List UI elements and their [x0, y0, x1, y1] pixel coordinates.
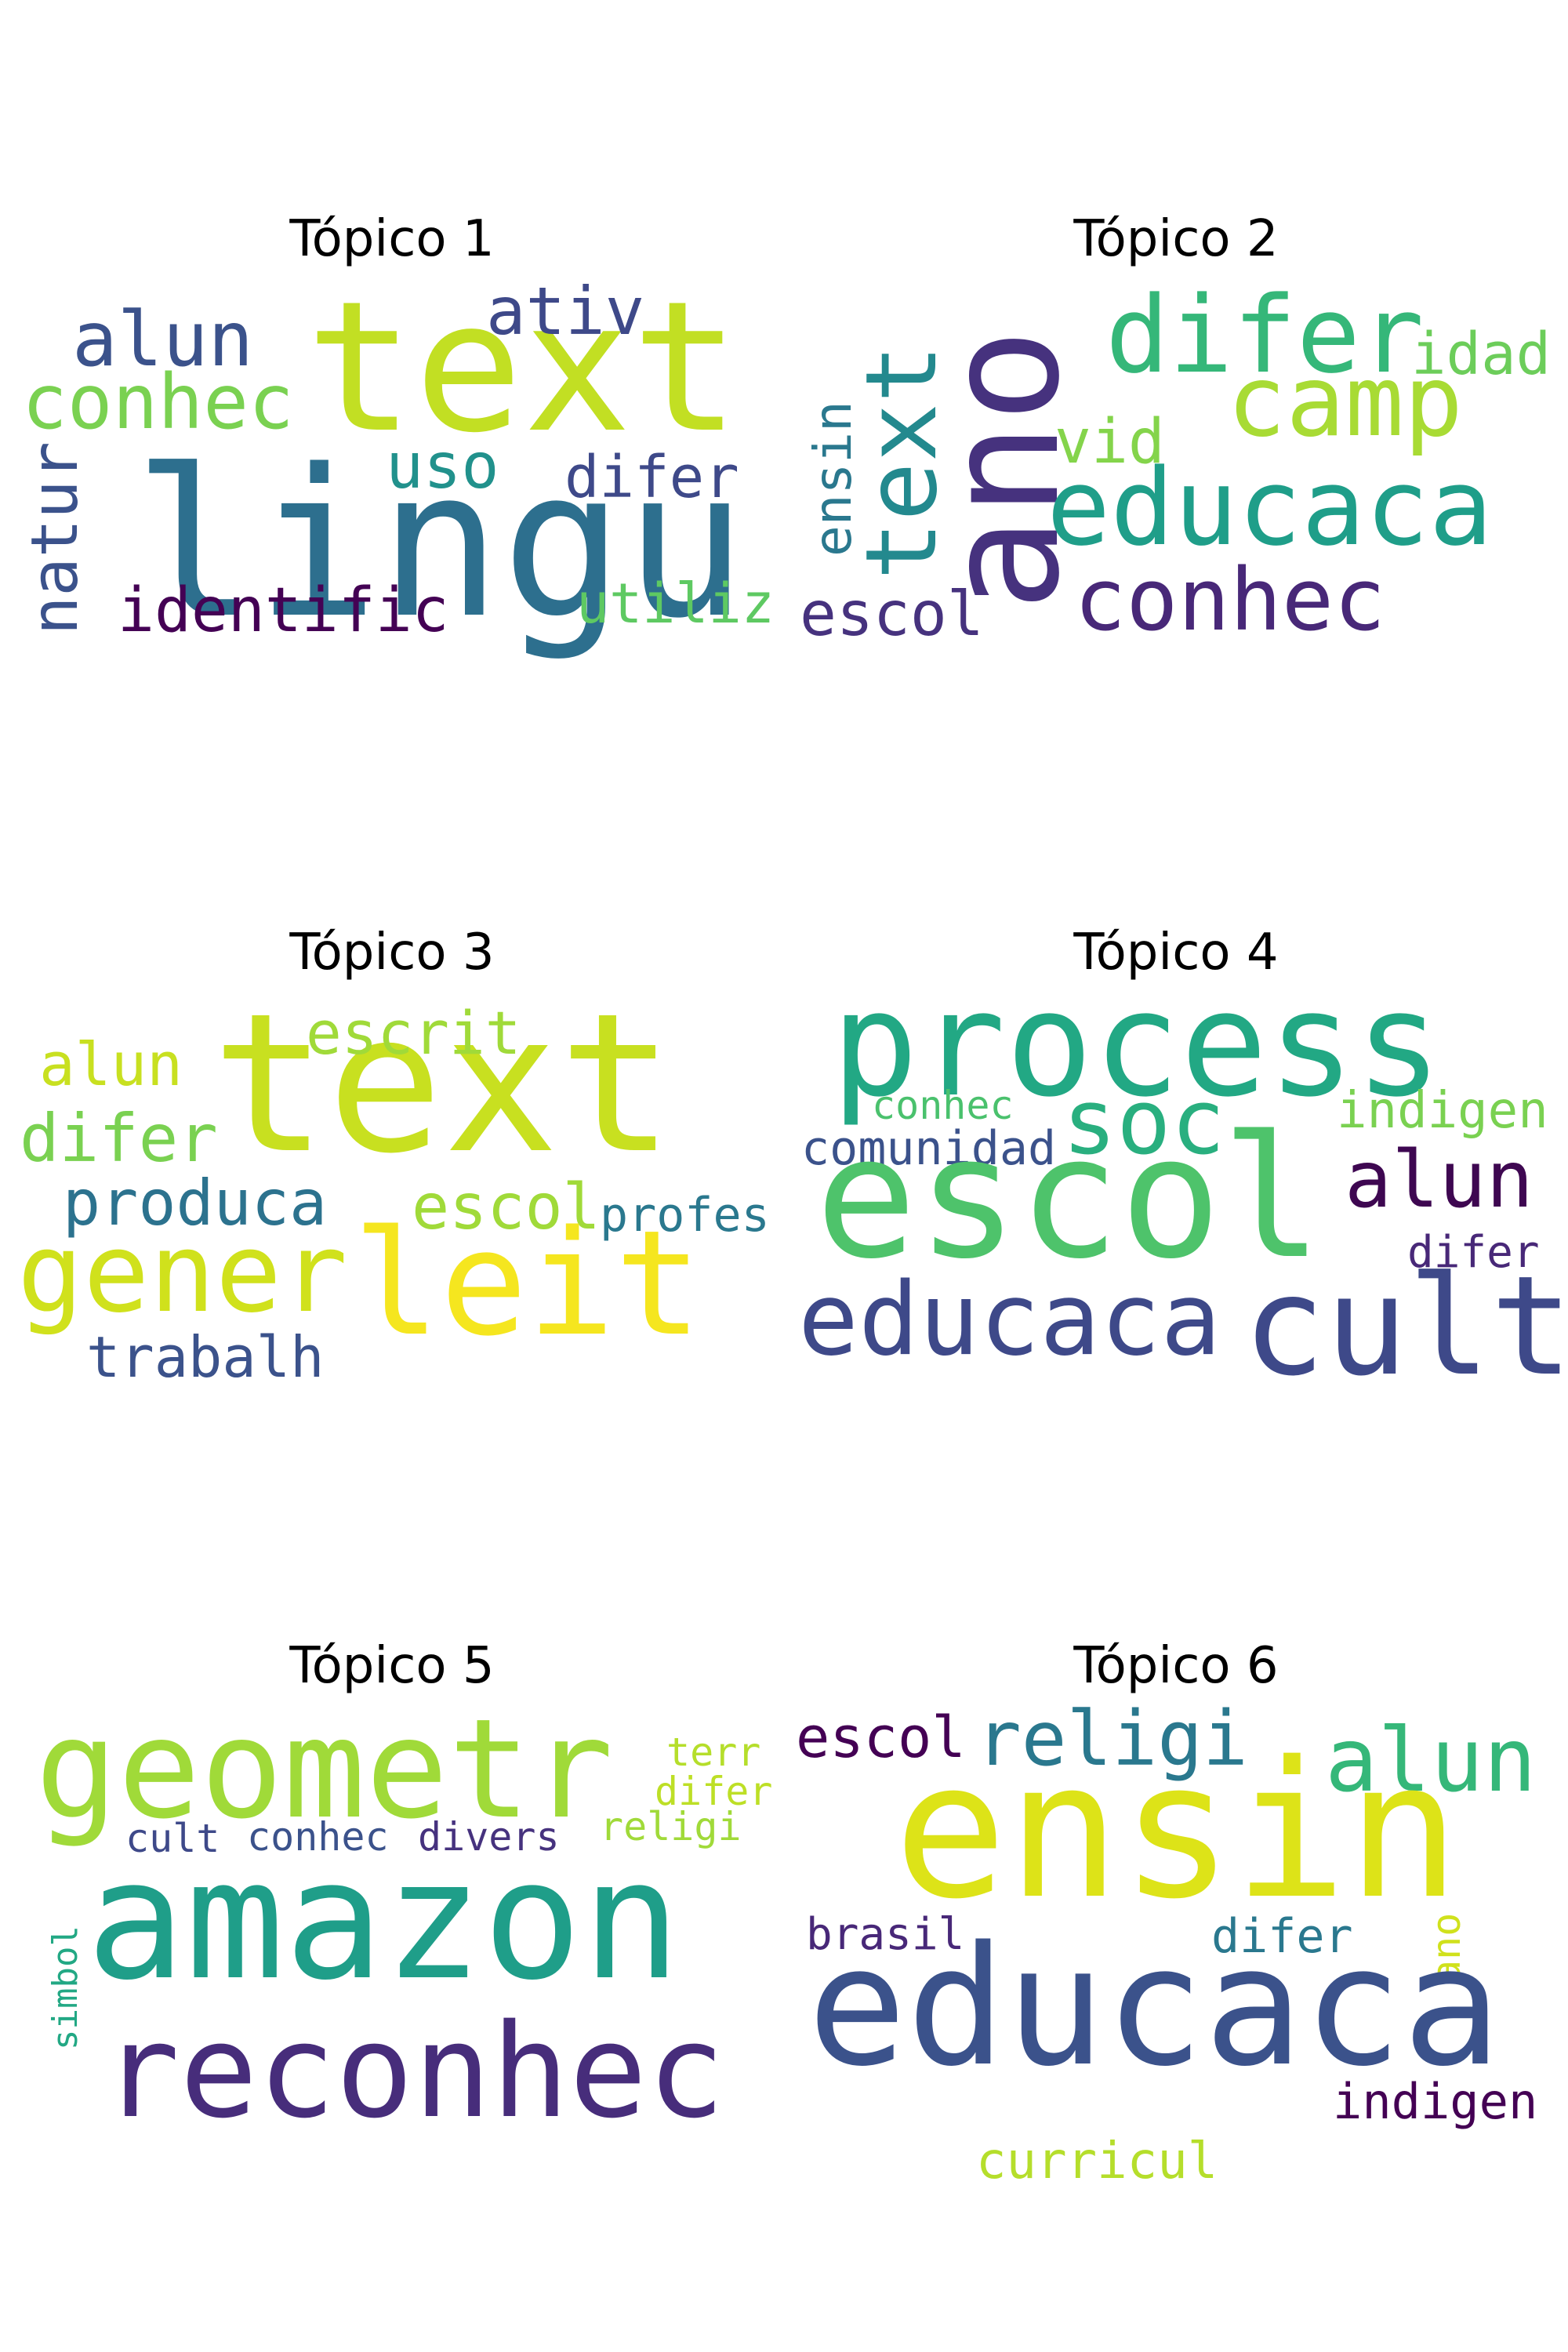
word: conhec — [872, 1083, 1014, 1128]
word: curricul — [976, 2132, 1218, 2190]
wordcloud-panel-topic-1: Tópico 1 text lingu alun ativ conhec uso… — [0, 204, 784, 690]
word: divers — [418, 1814, 560, 1860]
word: conhec — [247, 1814, 389, 1860]
word: profes — [600, 1188, 770, 1243]
word: leit — [353, 1199, 702, 1368]
word: escol — [815, 1099, 1323, 1296]
word: difer — [1105, 274, 1425, 397]
panel-title: Tópico 4 — [1073, 924, 1279, 982]
word: idad — [1411, 321, 1552, 388]
word: natur — [18, 441, 93, 635]
word: utiliz — [576, 572, 775, 636]
word: cult — [125, 1816, 220, 1861]
word: vid — [1054, 407, 1165, 477]
word: terr — [666, 1730, 761, 1775]
word: identific — [118, 575, 449, 646]
word: indigen — [1337, 1082, 1548, 1140]
word: religi — [976, 1695, 1248, 1783]
word: alun — [39, 1029, 183, 1099]
word-cloud: text lingu alun ativ conhec uso difer na… — [0, 274, 784, 690]
word: escrit — [306, 998, 521, 1068]
wordcloud-panel-topic-2: Tópico 2 ano text ensin difer idad camp … — [784, 204, 1568, 690]
word: escol — [800, 579, 984, 650]
word: gener — [17, 1210, 348, 1338]
word: difer — [655, 1769, 773, 1814]
word-cloud: geometr terr difer cult conhec divers re… — [0, 1690, 784, 2136]
word: lingu — [133, 426, 747, 663]
wordcloud-panel-topic-6: Tópico 6 escol religi alun ensin brasil … — [784, 1631, 1568, 2187]
word: alun — [1325, 1710, 1537, 1812]
word: simbol — [45, 1926, 85, 2050]
panel-title: Tópico 1 — [289, 210, 495, 268]
word: conhec — [22, 358, 294, 446]
word: text — [212, 972, 675, 1196]
word: geometr — [35, 1690, 614, 1849]
word: soc — [1062, 1070, 1225, 1175]
word: conhec — [1074, 550, 1386, 650]
word: difer — [1211, 1909, 1353, 1964]
word: religi — [600, 1804, 742, 1849]
word-cloud: process conhec soc indigen comunidad esc… — [784, 972, 1568, 1406]
word: camp — [1227, 345, 1464, 459]
panel-title: Tópico 6 — [1073, 1637, 1279, 1695]
word: escol — [412, 1171, 601, 1243]
wordcloud-panel-topic-4: Tópico 4 process conhec soc indigen comu… — [784, 917, 1568, 1403]
word: trabalh — [86, 1324, 325, 1390]
word: alun — [1345, 1134, 1534, 1225]
word: difer — [1407, 1227, 1540, 1278]
wordcloud-panel-topic-5: Tópico 5 geometr terr difer cult conhec … — [0, 1631, 784, 2136]
word: indigen — [1333, 2073, 1538, 2130]
word: educaca — [1047, 446, 1493, 569]
word-cloud: ano text ensin difer idad camp vid educa… — [784, 274, 1568, 690]
word: escol — [796, 1704, 966, 1770]
panel-title: Tópico 2 — [1073, 210, 1279, 268]
word: ensin — [894, 1721, 1461, 1940]
word: brasil — [806, 1909, 965, 1960]
word: educaca — [808, 1911, 1502, 2103]
word: produca — [63, 1167, 328, 1240]
word: amazon — [86, 1824, 681, 2016]
word: difer — [564, 444, 739, 511]
word-cloud: text escrit alun difer produca escol pro… — [0, 988, 784, 1403]
word: comunidad — [801, 1121, 1057, 1176]
wordcloud-panel-topic-3: Tópico 3 text escrit alun difer produca … — [0, 917, 784, 1403]
word: text — [845, 343, 959, 580]
word: uso — [386, 430, 499, 503]
panel-title: Tópico 3 — [289, 924, 495, 982]
word-cloud: escol religi alun ensin brasil difer ano… — [784, 1695, 1568, 2187]
word: reconhec — [102, 1996, 725, 2147]
word: cult — [1243, 1247, 1568, 1406]
panel-title: Tópico 5 — [289, 1637, 495, 1695]
word: ativ — [486, 273, 645, 350]
word: alun — [72, 296, 254, 383]
word: process — [831, 960, 1443, 1129]
word: difer — [20, 1100, 218, 1177]
word: text — [306, 263, 740, 473]
word: educaca — [798, 1261, 1221, 1378]
word: ensin — [803, 401, 863, 557]
